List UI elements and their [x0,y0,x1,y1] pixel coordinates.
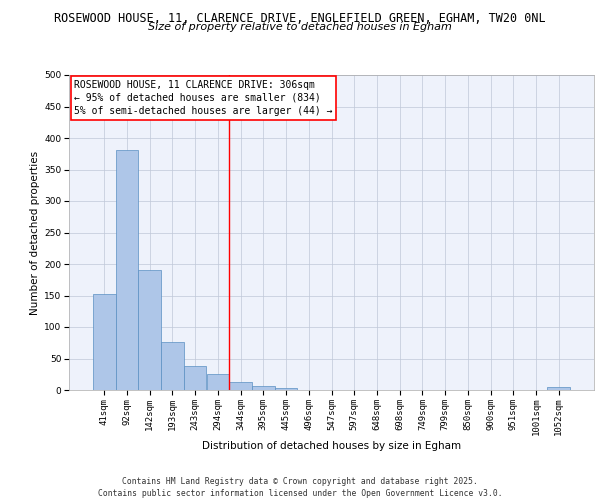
Bar [252,386,275,390]
Y-axis label: Number of detached properties: Number of detached properties [30,150,40,314]
Text: ROSEWOOD HOUSE, 11, CLARENCE DRIVE, ENGLEFIELD GREEN, EGHAM, TW20 0NL: ROSEWOOD HOUSE, 11, CLARENCE DRIVE, ENGL… [54,12,546,26]
Text: Contains HM Land Registry data © Crown copyright and database right 2025.
Contai: Contains HM Land Registry data © Crown c… [98,476,502,498]
Bar [229,382,252,390]
X-axis label: Distribution of detached houses by size in Egham: Distribution of detached houses by size … [202,441,461,451]
Bar [547,388,570,390]
Bar [184,366,206,390]
Bar [139,270,161,390]
Bar [275,388,298,390]
Text: ROSEWOOD HOUSE, 11 CLARENCE DRIVE: 306sqm
← 95% of detached houses are smaller (: ROSEWOOD HOUSE, 11 CLARENCE DRIVE: 306sq… [74,80,333,116]
Bar [161,342,184,390]
Bar [116,150,139,390]
Text: Size of property relative to detached houses in Egham: Size of property relative to detached ho… [148,22,452,32]
Bar [206,374,229,390]
Bar [93,294,116,390]
